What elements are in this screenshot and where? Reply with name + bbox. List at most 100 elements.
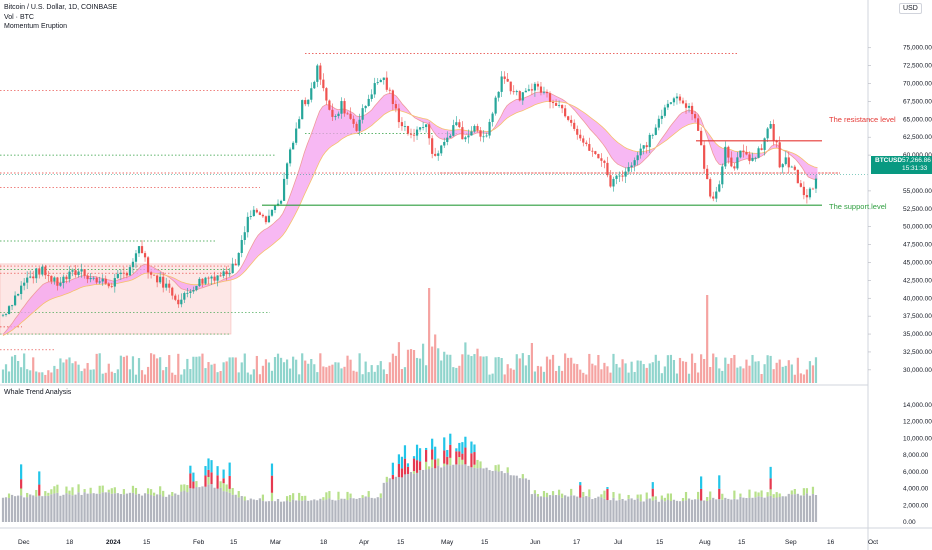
whale-bar-base (316, 500, 319, 522)
volume-bar (533, 371, 537, 383)
candle-body (660, 115, 663, 119)
indicator-legend[interactable]: Momentum Eruption (4, 23, 68, 30)
volume-bar (715, 357, 718, 383)
whale-bar-green (775, 492, 778, 498)
candle-body (307, 99, 310, 105)
candle-body (476, 125, 479, 131)
whale-bar-base (627, 498, 630, 522)
volume-bar (131, 356, 135, 383)
candle-body (545, 91, 549, 94)
whale-bar-green (47, 492, 50, 496)
candle-body (536, 83, 540, 87)
whale-bar-green (222, 483, 225, 492)
whale-bar-green (684, 491, 688, 501)
whale-bar-red (718, 488, 721, 500)
volume-bar (391, 353, 394, 383)
candle-body (464, 137, 467, 140)
volume-bar (364, 361, 367, 383)
volume-bar (703, 359, 706, 383)
whale-bar-base (412, 473, 416, 522)
volume-bar (340, 368, 343, 383)
candle-body (65, 276, 68, 280)
whale-bars (1, 433, 818, 522)
whale-bar-cyan (473, 444, 476, 453)
volume-bar (524, 365, 527, 383)
volume-bar (645, 367, 648, 383)
candle-body (727, 146, 730, 158)
whale-bar-base (796, 493, 799, 522)
candle-body (585, 142, 588, 145)
candle-body (479, 130, 482, 137)
whale-bar-green (663, 497, 666, 502)
whale-bar-base (243, 500, 246, 522)
candle-body (400, 122, 404, 127)
whale-bar-base (554, 495, 558, 522)
candle-body (548, 93, 552, 103)
volume-bar (615, 363, 618, 383)
whale-bar-base (591, 499, 594, 522)
whale-bar-cyan (700, 476, 703, 489)
volume-bar (600, 369, 603, 383)
whale-bar-red (412, 458, 416, 472)
volume-bar (428, 288, 431, 383)
whale-y-tick-label: 8,000.00 (903, 452, 929, 459)
whale-bar-base (313, 499, 316, 522)
candle-body (319, 65, 322, 80)
candle-body (564, 108, 567, 117)
volume-bar (68, 357, 71, 383)
candle-body (703, 145, 706, 169)
whale-bar-red (38, 484, 41, 496)
whale-bar-cyan (400, 456, 404, 469)
whale-bar-base (77, 492, 80, 522)
whale-bar-base (600, 497, 603, 522)
whale-bar-base (579, 497, 582, 522)
whale-bar-base (29, 494, 32, 522)
candle-body (367, 98, 370, 106)
volume-bar (772, 369, 775, 383)
whale-bar-base (787, 493, 790, 522)
volume-bar (107, 363, 110, 383)
whale-bar-green (159, 486, 162, 495)
candle-body (630, 165, 633, 168)
whale-bar-base (246, 500, 249, 522)
candle-body (654, 127, 657, 135)
whale-bar-red (449, 444, 452, 458)
whale-bar-green (639, 494, 642, 502)
whale-bar-cyan (38, 471, 41, 485)
currency-button[interactable]: USD (899, 3, 922, 14)
volume-bar (527, 355, 530, 383)
whale-bar-cyan (431, 438, 434, 450)
whale-bar-base (467, 465, 470, 522)
volume-bar (742, 368, 745, 383)
volume-bar (763, 364, 766, 383)
candle-body (799, 183, 802, 187)
whale-bar-base (470, 467, 473, 522)
candle-body (13, 295, 17, 306)
volume-bar (92, 369, 95, 383)
candle-body (104, 278, 107, 284)
candle-body (364, 105, 367, 109)
whale-bar-base (618, 499, 621, 522)
symbol-legend[interactable]: Bitcoin / U.S. Dollar, 1D, COINBASE (4, 4, 118, 11)
volume-bar (261, 365, 265, 383)
candle-body (409, 133, 413, 135)
candle-body (796, 169, 799, 184)
volume-bar (503, 374, 506, 383)
whale-bar-base (373, 498, 376, 522)
candle-body (249, 216, 252, 217)
volume-legend[interactable]: Vol · BTC (4, 14, 34, 21)
volume-bar (292, 356, 295, 383)
volume-bar (733, 354, 736, 383)
whale-bar-green (228, 488, 231, 493)
volume-bar (802, 374, 805, 383)
candle-body (406, 126, 410, 134)
whale-bar-red (418, 461, 422, 471)
volume-bar (609, 372, 612, 383)
candle-body (195, 285, 198, 291)
candle-body (449, 135, 452, 138)
volume-bar (425, 365, 428, 383)
whale-bar-green (361, 495, 364, 498)
volume-bar (467, 354, 470, 383)
whale-legend[interactable]: Whale Trend Analysis (4, 389, 72, 396)
